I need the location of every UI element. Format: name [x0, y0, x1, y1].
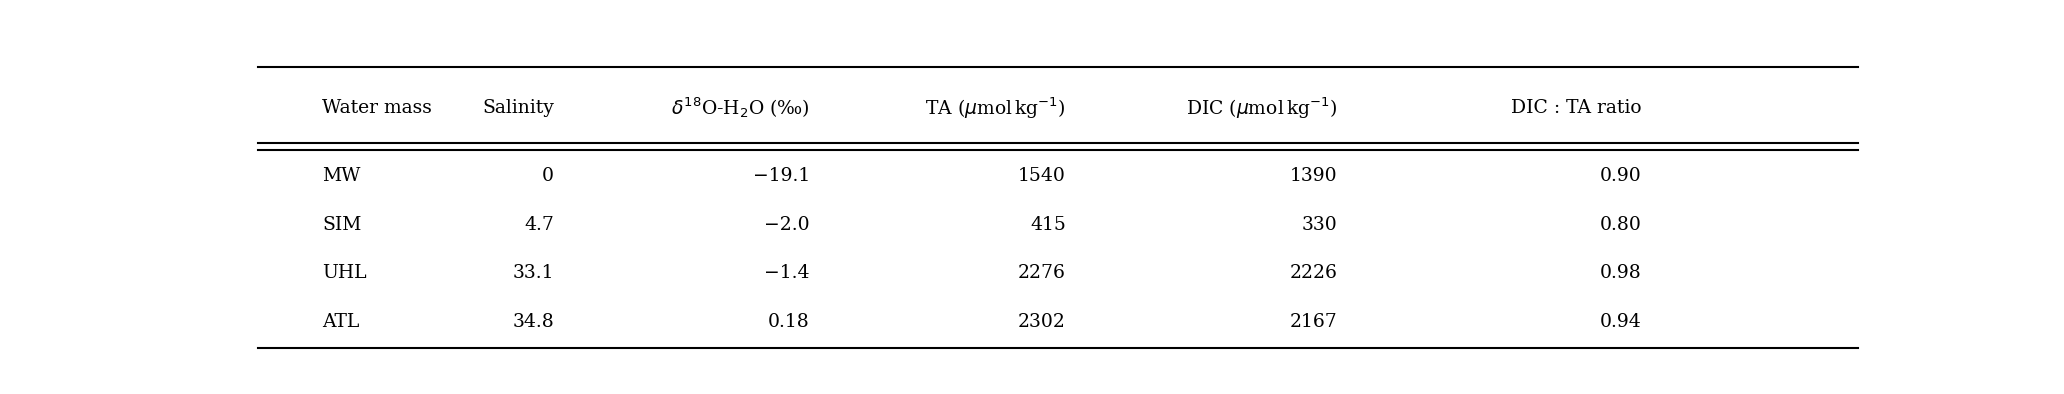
Text: −1.4: −1.4 — [764, 264, 809, 282]
Text: −19.1: −19.1 — [753, 167, 809, 185]
Text: 0.98: 0.98 — [1600, 264, 1641, 282]
Text: UHL: UHL — [322, 264, 367, 282]
Text: 1390: 1390 — [1290, 167, 1337, 185]
Text: 34.8: 34.8 — [512, 313, 553, 331]
Text: 4.7: 4.7 — [524, 216, 553, 234]
Text: 2276: 2276 — [1018, 264, 1065, 282]
Text: $\delta^{18}$O-H$_2$O (‰): $\delta^{18}$O-H$_2$O (‰) — [671, 96, 809, 120]
Text: 330: 330 — [1302, 216, 1337, 234]
Text: 0.18: 0.18 — [768, 313, 809, 331]
Text: 0.94: 0.94 — [1600, 313, 1641, 331]
Text: 1540: 1540 — [1018, 167, 1065, 185]
Text: −2.0: −2.0 — [764, 216, 809, 234]
Text: Salinity: Salinity — [483, 99, 553, 117]
Text: DIC : TA ratio: DIC : TA ratio — [1511, 99, 1641, 117]
Text: 2302: 2302 — [1018, 313, 1065, 331]
Text: 2167: 2167 — [1290, 313, 1337, 331]
Text: 0: 0 — [543, 167, 553, 185]
Text: ATL: ATL — [322, 313, 359, 331]
Text: SIM: SIM — [322, 216, 361, 234]
Text: 0.90: 0.90 — [1600, 167, 1641, 185]
Text: Water mass: Water mass — [322, 99, 431, 117]
Text: 2226: 2226 — [1290, 264, 1337, 282]
Text: MW: MW — [322, 167, 361, 185]
Text: 0.80: 0.80 — [1600, 216, 1641, 234]
Text: 415: 415 — [1030, 216, 1065, 234]
Text: TA ($\mu$mol$\,$kg$^{-1}$): TA ($\mu$mol$\,$kg$^{-1}$) — [925, 95, 1065, 121]
Text: 33.1: 33.1 — [512, 264, 553, 282]
Text: DIC ($\mu$mol$\,$kg$^{-1}$): DIC ($\mu$mol$\,$kg$^{-1}$) — [1187, 95, 1337, 121]
